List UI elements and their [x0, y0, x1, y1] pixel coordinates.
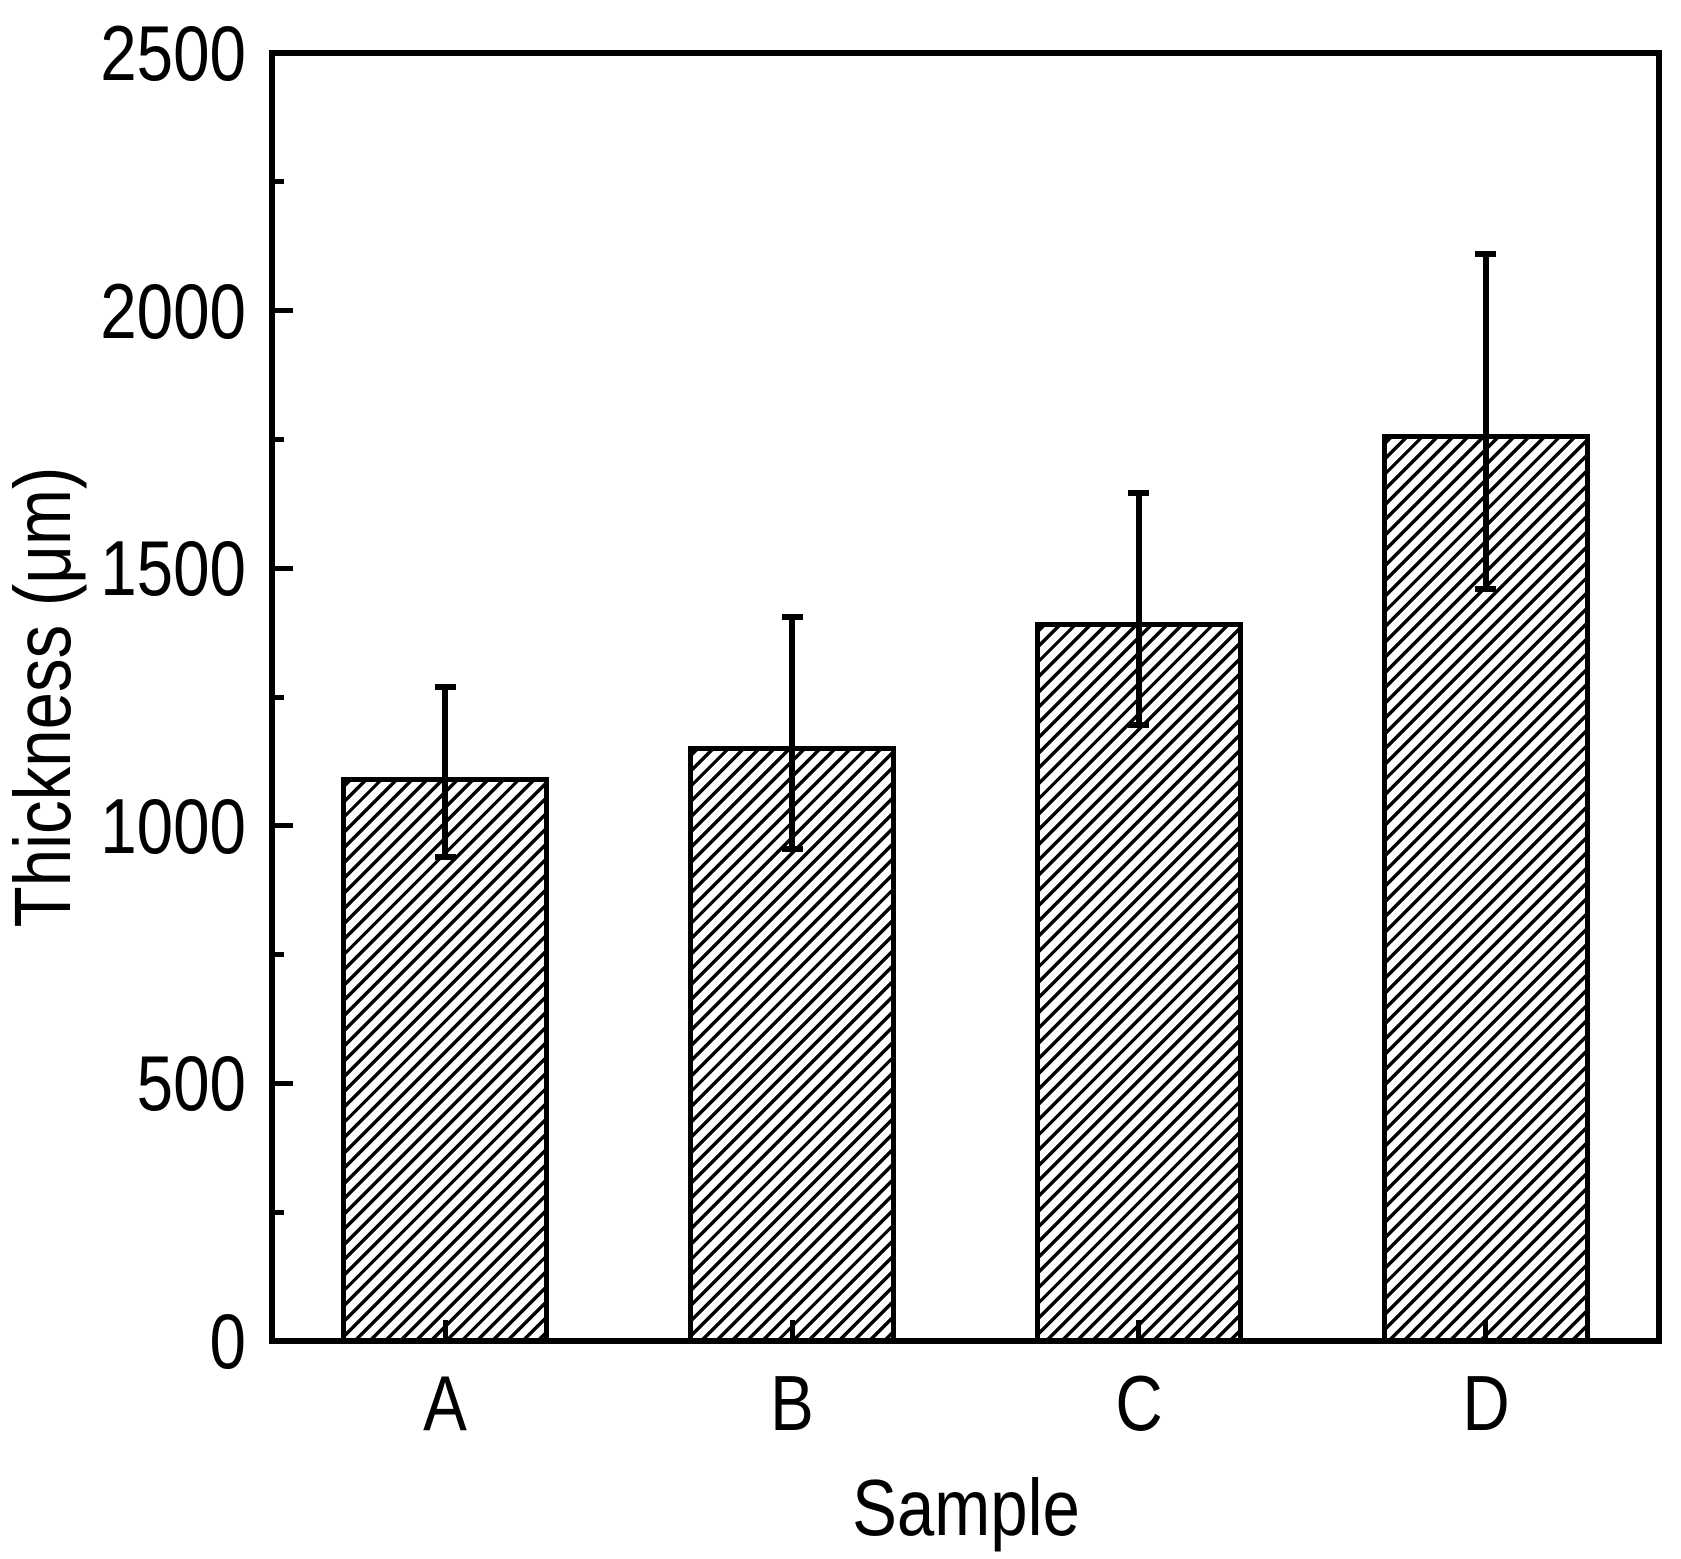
y-minor-tick-250 — [275, 1209, 284, 1215]
x-tick-label-C: C — [1115, 1359, 1163, 1447]
y-tick-label-2500: 2500 — [100, 9, 246, 97]
error-bar-A — [442, 686, 449, 857]
y-major-tick-2000 — [275, 308, 293, 314]
y-major-tick-1500 — [275, 565, 293, 571]
y-tick-label-1500: 1500 — [100, 524, 246, 613]
y-minor-tick-2250 — [275, 179, 284, 185]
x-tick-A — [442, 1320, 448, 1338]
x-tick-label-B: B — [770, 1359, 814, 1447]
error-bar-C — [1135, 493, 1142, 726]
y-tick-label-1000: 1000 — [100, 781, 246, 870]
error-cap-bottom-A — [434, 853, 456, 860]
bar-C — [1034, 622, 1243, 1343]
error-cap-top-C — [1128, 490, 1150, 497]
y-major-tick-2500 — [275, 50, 293, 56]
error-cap-bottom-B — [781, 845, 803, 852]
error-cap-top-A — [434, 683, 456, 690]
x-tick-D — [1483, 1320, 1489, 1338]
y-major-tick-500 — [275, 1080, 293, 1086]
y-tick-label-0: 0 — [209, 1297, 246, 1385]
x-tick-C — [1136, 1320, 1142, 1338]
y-minor-tick-1750 — [275, 436, 284, 442]
x-axis-title: Sample — [852, 1463, 1080, 1552]
y-major-tick-0 — [275, 1338, 293, 1344]
y-tick-label-500: 500 — [136, 1039, 246, 1128]
y-tick-label-2000: 2000 — [100, 266, 246, 355]
x-tick-B — [789, 1320, 795, 1338]
bar-A — [341, 776, 550, 1343]
y-major-tick-1000 — [275, 823, 293, 829]
error-cap-top-B — [781, 614, 803, 621]
error-cap-bottom-D — [1475, 585, 1497, 592]
error-cap-top-D — [1475, 250, 1497, 257]
x-tick-label-A: A — [423, 1359, 468, 1447]
error-cap-bottom-C — [1128, 722, 1150, 729]
error-bar-D — [1482, 253, 1489, 589]
y-minor-tick-750 — [275, 952, 284, 958]
x-tick-label-D: D — [1461, 1359, 1510, 1447]
y-minor-tick-1250 — [275, 694, 284, 700]
error-bar-B — [789, 617, 796, 849]
y-axis-title: Thickness (μm) — [0, 466, 87, 928]
